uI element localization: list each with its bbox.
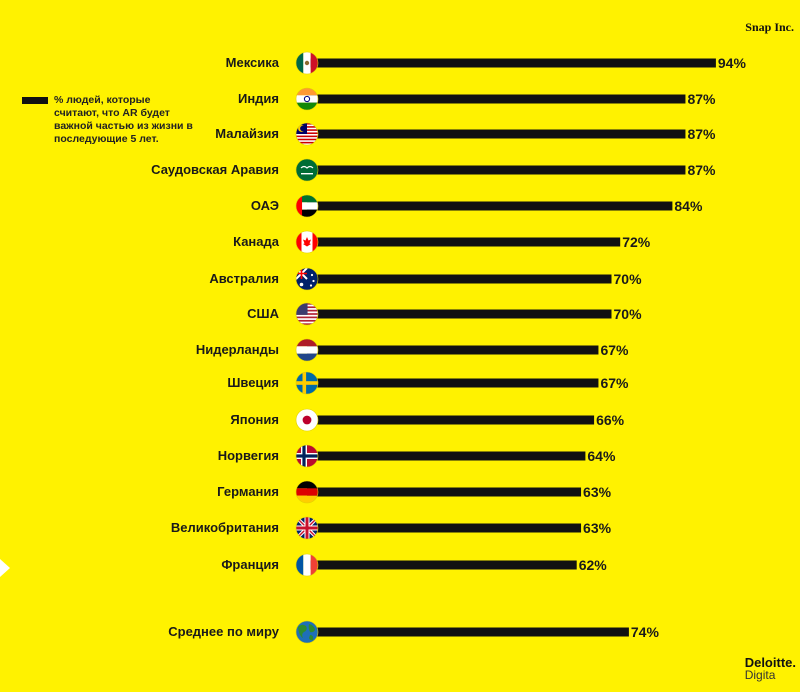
australia-flag-icon [295,267,319,291]
bar-1 [307,94,686,104]
category-label: Мексика [226,55,280,70]
canada-flag-icon [295,230,319,254]
deloitte-logo-name: Deloitte. [744,655,796,670]
deloitte-logo: Deloitte. Digita [745,656,796,682]
sweden-flag-icon [295,371,319,395]
category-label: Швеция [227,375,279,390]
value-label: 94% [718,55,747,71]
bar-11 [307,451,586,461]
category-label: Япония [230,412,279,427]
category-label: Малайзия [215,126,279,141]
bar-6 [307,274,612,284]
france-flag-icon [295,553,319,577]
usa-flag-icon [295,302,319,326]
germany-flag-icon [295,480,319,504]
uk-flag-icon [295,516,319,540]
bar-2 [307,129,686,139]
value-label: 84% [674,198,703,214]
value-label: 63% [583,484,612,500]
corner-arrow-icon [0,559,10,577]
bar-0 [307,58,716,68]
category-label: США [247,306,279,321]
snap-logo: Snap Inc. [745,20,794,34]
value-label: 70% [614,306,643,322]
bar-14 [307,560,577,570]
bar-9 [307,378,599,388]
category-label: Канада [233,234,280,249]
legend-swatch [22,97,48,104]
category-label: Франция [221,557,279,572]
value-label: 66% [596,412,625,428]
value-label: 72% [622,234,651,250]
norway-flag-icon [295,444,319,468]
bar-3 [307,165,686,175]
category-label: Германия [217,484,279,499]
category-label: Великобритания [171,520,279,535]
deloitte-logo-sub: Digita [744,668,776,682]
bar-12 [307,487,582,497]
value-label: 87% [687,162,716,178]
japan-flag-icon [295,408,319,432]
bar-average [307,627,629,637]
category-label: Нидерланды [196,342,279,357]
value-label: 70% [614,271,643,287]
value-label: 74% [631,624,660,640]
india-flag-icon [295,87,319,111]
value-label: 67% [600,375,629,391]
category-label: Саудовская Аравия [151,162,279,177]
globe-icon [295,620,319,644]
saudi-arabia-flag-icon [295,158,319,182]
bar-7 [307,309,612,319]
value-label: 87% [687,91,716,107]
bar-5 [307,237,621,247]
category-label: Индия [238,91,279,106]
category-label: Среднее по миру [168,624,280,639]
netherlands-flag-icon [295,338,319,362]
value-label: 64% [587,448,616,464]
uae-flag-icon [295,194,319,218]
mexico-flag-icon [295,51,319,75]
bar-13 [307,523,582,533]
bar-4 [307,201,673,211]
malaysia-flag-icon [295,122,319,146]
value-label: 67% [600,342,629,358]
category-label: Норвегия [218,448,279,463]
value-label: 62% [579,557,608,573]
bar-8 [307,345,599,355]
value-label: 63% [583,520,612,536]
category-label: ОАЭ [251,198,279,213]
value-label: 87% [687,126,716,142]
legend: % людей, которые считают, что AR будет в… [22,94,197,146]
legend-text: % людей, которые считают, что AR будет в… [54,94,193,145]
category-label: Австралия [209,271,279,286]
bar-10 [307,415,595,425]
